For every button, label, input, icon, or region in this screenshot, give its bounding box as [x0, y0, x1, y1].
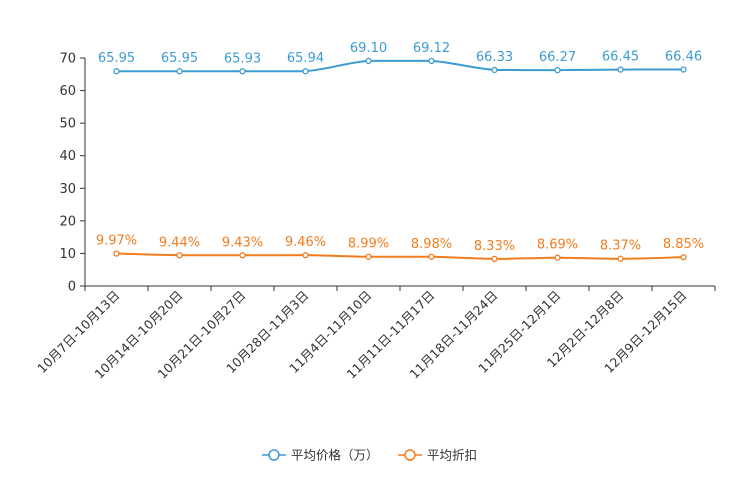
- data-point: [113, 250, 120, 257]
- data-point: [365, 57, 372, 65]
- data-label: 65.95: [98, 51, 135, 66]
- data-label: 66.46: [665, 50, 702, 65]
- legend-marker-icon: [404, 449, 416, 461]
- data-label: 9.46%: [285, 235, 326, 250]
- axes: 01020304050607010月7日-10月13日10月14日-10月20日…: [34, 52, 716, 382]
- series-2: 9.97% 9.44% 9.43% 9.46% 8.99% 8.98% 8.33% 8.69%…: [96, 234, 704, 263]
- data-point: [428, 57, 435, 65]
- y-tick-label: 40: [59, 149, 76, 164]
- series-layer: 65.95 65.95 65.93 65.94 69.10 69.12 66.33 66.27…: [96, 41, 704, 263]
- data-label: 8.98%: [411, 237, 452, 252]
- data-point: [176, 252, 183, 259]
- y-tick-label: 20: [59, 214, 76, 229]
- data-label: 69.10: [350, 41, 387, 56]
- data-point: [365, 253, 372, 260]
- data-label: 8.37%: [600, 239, 641, 254]
- data-label: 9.44%: [159, 235, 200, 250]
- y-tick-label: 0: [68, 280, 76, 295]
- y-tick-label: 60: [59, 84, 76, 99]
- data-label: 8.69%: [537, 238, 578, 253]
- y-tick-label: 30: [59, 182, 76, 197]
- data-point: [113, 68, 120, 75]
- data-label: 65.95: [161, 51, 198, 66]
- data-point: [617, 255, 624, 262]
- data-point: [491, 255, 498, 263]
- data-point: [491, 66, 498, 74]
- data-point: [302, 252, 309, 259]
- legend-item-2: 平均折扣: [398, 448, 477, 463]
- legend-marker-icon: [268, 449, 280, 461]
- legend-label: 平均价格（万）: [291, 448, 379, 463]
- data-point: [302, 68, 309, 75]
- data-label: 8.99%: [348, 237, 389, 252]
- series-line: [116, 252, 684, 260]
- data-point: [680, 254, 687, 261]
- data-label: 8.85%: [663, 237, 704, 252]
- data-label: 65.93: [224, 51, 261, 66]
- series-1: 65.95 65.95 65.93 65.94 69.10 69.12 66.33 66.27…: [98, 41, 702, 75]
- series-line: [116, 59, 684, 73]
- data-point: [239, 252, 246, 259]
- data-label: 9.97%: [96, 234, 137, 249]
- data-label: 9.43%: [222, 235, 263, 250]
- data-label: 69.12: [413, 41, 450, 56]
- data-point: [428, 253, 435, 260]
- data-label: 65.94: [287, 51, 324, 66]
- data-point: [176, 68, 183, 75]
- data-point: [554, 254, 561, 261]
- data-point: [239, 68, 246, 75]
- legend-label: 平均折扣: [427, 448, 477, 463]
- legend-item-1: 平均价格（万）: [262, 448, 379, 463]
- y-tick-label: 50: [59, 117, 76, 132]
- data-point: [680, 66, 687, 73]
- data-label: 66.33: [476, 50, 513, 65]
- data-label: 66.45: [602, 50, 639, 65]
- y-tick-label: 70: [59, 52, 76, 67]
- data-point: [554, 66, 561, 74]
- y-tick-label: 10: [59, 247, 76, 262]
- data-label: 66.27: [539, 50, 576, 65]
- data-point: [617, 66, 624, 73]
- legend: 平均价格（万） 平均折扣: [262, 448, 477, 463]
- data-label: 8.33%: [474, 239, 515, 254]
